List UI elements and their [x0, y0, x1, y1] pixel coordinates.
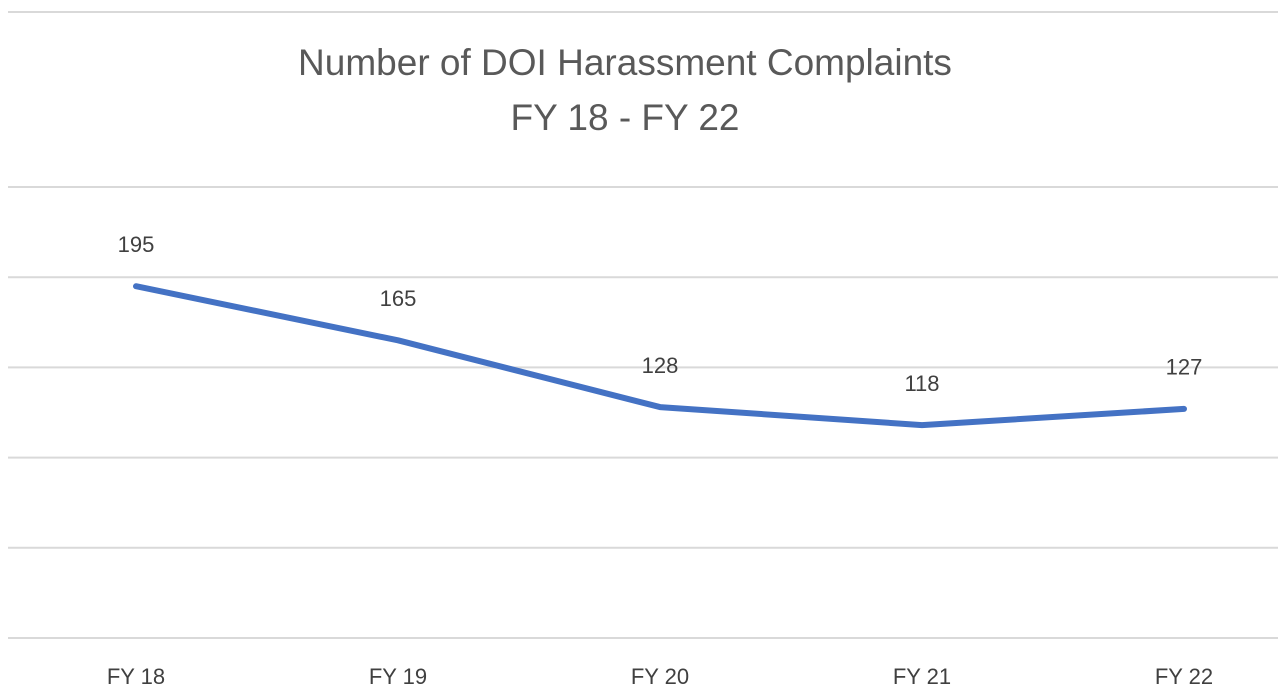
- data-line: [133, 283, 1187, 429]
- chart-subtitle: FY 18 - FY 22: [511, 97, 740, 138]
- data-label: 128: [642, 353, 679, 378]
- x-tick-label: FY 20: [631, 664, 689, 689]
- data-label: 127: [1166, 355, 1203, 380]
- data-label: 118: [904, 371, 939, 396]
- x-tick-label: FY 19: [369, 664, 427, 689]
- chart-title: Number of DOI Harassment Complaints: [298, 42, 952, 83]
- data-label: 165: [380, 286, 417, 311]
- x-tick-label: FY 18: [107, 664, 165, 689]
- x-tick-label: FY 21: [893, 664, 951, 689]
- x-tick-label: FY 22: [1155, 664, 1213, 689]
- data-label: 195: [118, 232, 155, 257]
